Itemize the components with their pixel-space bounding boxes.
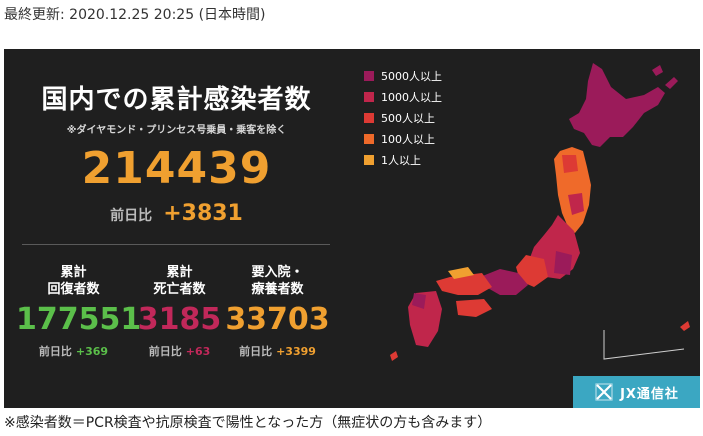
- deaths-label-line1: 累計: [166, 265, 193, 280]
- divider: [22, 244, 330, 245]
- deaths-label: 累計 死亡者数: [122, 264, 237, 298]
- hospitalized-prev: 前日比 +3399: [220, 343, 335, 359]
- deaths-prev: 前日比 +63: [122, 343, 237, 359]
- legend-label: 500人以上: [381, 111, 435, 125]
- legend-swatch: [364, 70, 374, 81]
- recovered-prev: 前日比 +369: [16, 343, 131, 359]
- hospitalized-label: 要入院・ 療養者数: [220, 264, 335, 298]
- hospitalized-prev-label: 前日比: [239, 345, 273, 358]
- deaths-value: 3185: [137, 302, 222, 337]
- legend-item: 1人以上: [364, 149, 442, 170]
- deaths-stat: 累計 死亡者数 3185 前日比 +63: [122, 264, 237, 359]
- card-title: 国内での累計感染者数: [41, 85, 312, 115]
- recovered-label-line2: 回復者数: [47, 282, 100, 297]
- legend-label: 1000人以上: [381, 90, 442, 104]
- recovered-prev-value: +369: [75, 345, 109, 358]
- total-prev-row: 前日比 +3831: [4, 201, 349, 226]
- brand-name: JX通信社: [620, 386, 679, 402]
- deaths-label-line2: 死亡者数: [153, 282, 206, 297]
- brand-badge[interactable]: JX通信社: [573, 376, 700, 408]
- deaths-prev-value: +63: [185, 345, 211, 358]
- footnote: ※感染者数＝PCR検査や抗原検査で陽性となった方（無症状の方も含みます）: [4, 415, 492, 431]
- legend-item: 1000人以上: [364, 86, 442, 107]
- legend-item: 100人以上: [364, 128, 442, 149]
- exclusion-note: ※ダイヤモンド・プリンセス号乗員・乗客を除く: [66, 125, 287, 136]
- last-updated: 最終更新: 2020.12.25 20:25 (日本時間): [4, 7, 266, 23]
- legend-item: 500人以上: [364, 107, 442, 128]
- legend: 5000人以上 1000人以上 500人以上 100人以上 1人以上: [364, 65, 442, 170]
- legend-label: 100人以上: [381, 132, 435, 146]
- legend-swatch: [364, 154, 374, 165]
- recovered-value: 177551: [16, 302, 142, 337]
- legend-item: 5000人以上: [364, 65, 442, 86]
- hospitalized-stat: 要入院・ 療養者数 33703 前日比 +3399: [220, 264, 335, 359]
- legend-swatch: [364, 112, 374, 123]
- recovered-label: 累計 回復者数: [16, 264, 131, 298]
- hospitalized-label-line1: 要入院・: [251, 265, 304, 280]
- recovered-label-line1: 累計: [60, 265, 87, 280]
- total-cases: 214439: [81, 143, 272, 194]
- legend-swatch: [364, 133, 374, 144]
- hospitalized-prev-value: +3399: [276, 345, 316, 358]
- recovered-prev-label: 前日比: [38, 345, 72, 358]
- prev-label: 前日比: [110, 208, 153, 224]
- deaths-prev-label: 前日比: [148, 345, 182, 358]
- infection-card: 国内での累計感染者数 ※ダイヤモンド・プリンセス号乗員・乗客を除く 214439…: [4, 49, 700, 408]
- legend-swatch: [364, 91, 374, 102]
- japan-map-icon: [390, 63, 690, 361]
- jx-logo-icon: [595, 383, 613, 401]
- legend-label: 5000人以上: [381, 69, 442, 83]
- hospitalized-label-line2: 療養者数: [251, 282, 304, 297]
- recovered-stat: 累計 回復者数 177551 前日比 +369: [16, 264, 142, 359]
- total-prev-value: +3831: [163, 201, 243, 226]
- legend-label: 1人以上: [381, 153, 421, 167]
- hospitalized-value: 33703: [225, 302, 330, 337]
